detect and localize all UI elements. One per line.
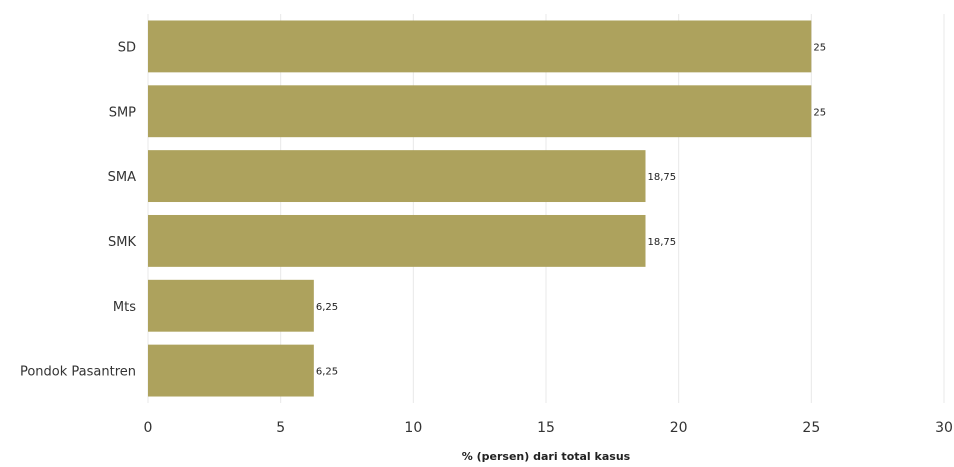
bars: [148, 20, 812, 397]
bar[interactable]: [148, 214, 646, 267]
x-tick-label: 0: [144, 420, 153, 436]
category-label: SMP: [109, 105, 136, 120]
data-label: 18,75: [648, 172, 677, 183]
data-label: 25: [813, 42, 826, 53]
category-label: SD: [118, 40, 136, 55]
category-label: SMK: [108, 235, 136, 250]
bar[interactable]: [148, 85, 812, 138]
category-labels: SD SMP SMA SMK Mts Pondok Pasantren: [20, 40, 136, 379]
gridlines: [147, 14, 945, 403]
x-tick-label: 30: [935, 420, 953, 436]
x-tick-label: 5: [276, 420, 285, 436]
category-label: Pondok Pasantren: [20, 365, 136, 380]
bar[interactable]: [148, 344, 314, 397]
data-label: 25: [813, 107, 826, 118]
category-label: Mts: [113, 300, 136, 315]
x-tick-labels: 0 5 10 15 20 25 30: [144, 420, 953, 436]
x-axis-title: % (persen) dari total kasus: [462, 450, 631, 463]
data-label: 6,25: [316, 367, 338, 378]
data-label: 18,75: [648, 237, 677, 248]
x-tick-label: 15: [537, 420, 555, 436]
data-labels: 25 25 18,75 18,75 6,25 6,25: [316, 42, 826, 377]
x-tick-label: 10: [404, 420, 422, 436]
x-tick-label: 25: [802, 420, 820, 436]
category-label: SMA: [108, 170, 136, 185]
bar[interactable]: [148, 279, 314, 332]
x-tick-label: 20: [670, 420, 688, 436]
bar[interactable]: [148, 150, 646, 203]
data-label: 6,25: [316, 302, 338, 313]
bar[interactable]: [148, 20, 812, 73]
